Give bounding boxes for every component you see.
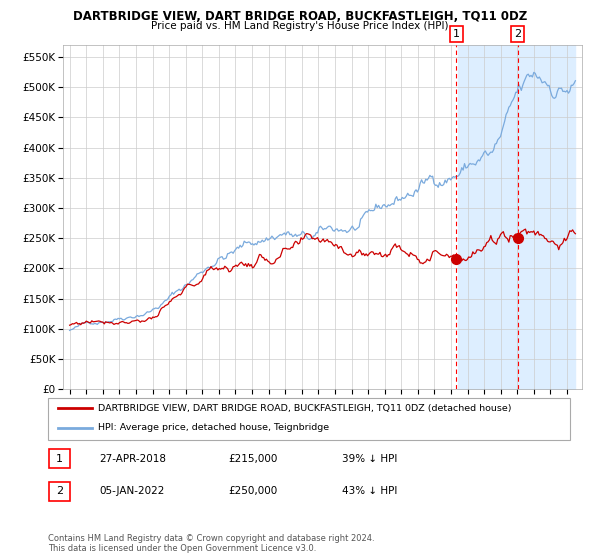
Text: 27-APR-2018: 27-APR-2018 bbox=[99, 454, 166, 464]
FancyBboxPatch shape bbox=[48, 398, 570, 440]
Text: £215,000: £215,000 bbox=[228, 454, 277, 464]
Text: Contains HM Land Registry data © Crown copyright and database right 2024.
This d: Contains HM Land Registry data © Crown c… bbox=[48, 534, 374, 553]
Text: £250,000: £250,000 bbox=[228, 486, 277, 496]
Text: HPI: Average price, detached house, Teignbridge: HPI: Average price, detached house, Teig… bbox=[98, 423, 329, 432]
Text: 39% ↓ HPI: 39% ↓ HPI bbox=[342, 454, 397, 464]
Text: 2: 2 bbox=[514, 29, 521, 39]
Text: DARTBRIDGE VIEW, DART BRIDGE ROAD, BUCKFASTLEIGH, TQ11 0DZ (detached house): DARTBRIDGE VIEW, DART BRIDGE ROAD, BUCKF… bbox=[98, 404, 511, 413]
Text: 2: 2 bbox=[56, 486, 63, 496]
Text: 1: 1 bbox=[453, 29, 460, 39]
Text: 43% ↓ HPI: 43% ↓ HPI bbox=[342, 486, 397, 496]
Text: 05-JAN-2022: 05-JAN-2022 bbox=[99, 486, 164, 496]
FancyBboxPatch shape bbox=[49, 449, 70, 468]
Text: DARTBRIDGE VIEW, DART BRIDGE ROAD, BUCKFASTLEIGH, TQ11 0DZ: DARTBRIDGE VIEW, DART BRIDGE ROAD, BUCKF… bbox=[73, 10, 527, 22]
Text: 1: 1 bbox=[56, 454, 63, 464]
Text: Price paid vs. HM Land Registry's House Price Index (HPI): Price paid vs. HM Land Registry's House … bbox=[151, 21, 449, 31]
FancyBboxPatch shape bbox=[49, 482, 70, 501]
